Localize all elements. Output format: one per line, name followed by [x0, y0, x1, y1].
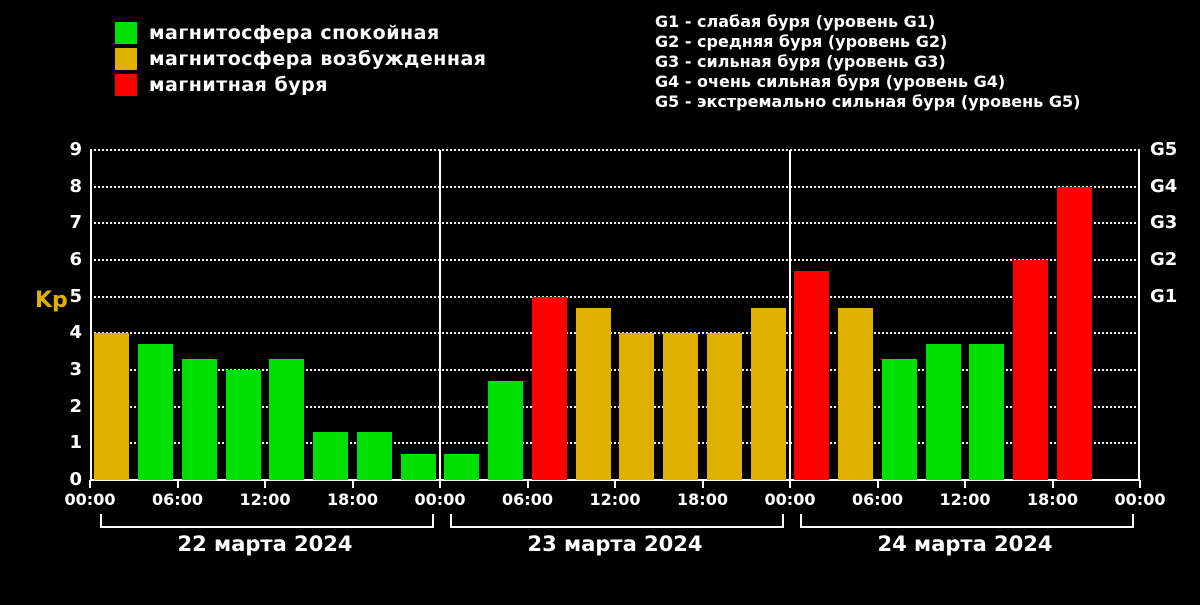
kp-bar [882, 359, 917, 480]
x-tick-label: 00:00 [65, 490, 116, 509]
legend-swatch-storm [115, 74, 137, 96]
x-tick-mark [1139, 480, 1141, 488]
kp-bar [357, 432, 392, 480]
kp-bar [313, 432, 348, 480]
x-tick-label: 06:00 [502, 490, 553, 509]
g-scale-label: G4 [1150, 176, 1177, 197]
y-tick-label: 6 [52, 249, 82, 270]
legend-g-item: G3 - сильная буря (уровень G3) [655, 52, 1080, 72]
y-tick-label: 8 [52, 176, 82, 197]
gridline [90, 186, 1140, 188]
g-scale-label: G5 [1150, 139, 1177, 160]
x-tick-mark [352, 480, 354, 488]
plot-border-left [90, 150, 92, 480]
kp-bar [401, 454, 436, 480]
kp-bar [138, 344, 173, 480]
x-tick-mark [527, 480, 529, 488]
x-tick-label: 12:00 [940, 490, 991, 509]
x-tick-label: 18:00 [327, 490, 378, 509]
kp-bar [751, 308, 786, 480]
legend-g-item: G1 - слабая буря (уровень G1) [655, 12, 1080, 32]
x-tick-label: 18:00 [1027, 490, 1078, 509]
x-tick-mark [439, 480, 441, 488]
gridline [90, 149, 1140, 151]
kp-bar [663, 333, 698, 480]
x-tick-label: 00:00 [415, 490, 466, 509]
y-tick-label: 3 [52, 359, 82, 380]
g-scale-label: G2 [1150, 249, 1177, 270]
gridline [90, 296, 1140, 298]
day-separator [439, 150, 441, 480]
x-tick-mark [964, 480, 966, 488]
y-tick-label: 9 [52, 139, 82, 160]
kp-bar [226, 370, 261, 480]
x-tick-mark [177, 480, 179, 488]
x-tick-mark [89, 480, 91, 488]
kp-bar [576, 308, 611, 480]
kp-bar [532, 297, 567, 480]
kp-bar [94, 333, 129, 480]
x-tick-label: 12:00 [590, 490, 641, 509]
date-label: 22 марта 2024 [177, 532, 352, 556]
legend-g-item: G4 - очень сильная буря (уровень G4) [655, 72, 1080, 92]
x-tick-mark [789, 480, 791, 488]
x-tick-label: 00:00 [765, 490, 816, 509]
kp-bar [969, 344, 1004, 480]
date-bracket [450, 514, 784, 528]
legend-g-scale: G1 - слабая буря (уровень G1) G2 - средн… [655, 12, 1080, 112]
kp-bar [269, 359, 304, 480]
legend-row: магнитная буря [115, 74, 487, 96]
kp-bar [926, 344, 961, 480]
x-tick-label: 06:00 [152, 490, 203, 509]
g-scale-label: G3 [1150, 212, 1177, 233]
legend-row: магнитосфера спокойная [115, 22, 487, 44]
legend-g-item: G2 - средняя буря (уровень G2) [655, 32, 1080, 52]
y-tick-label: 1 [52, 432, 82, 453]
x-tick-label: 06:00 [852, 490, 903, 509]
date-bracket [800, 514, 1134, 528]
gridline [90, 332, 1140, 334]
g-scale-label: G1 [1150, 286, 1177, 307]
y-tick-label: 2 [52, 396, 82, 417]
chart-plot-area [90, 150, 1140, 480]
y-tick-label: 0 [52, 469, 82, 490]
kp-bar [1057, 187, 1092, 480]
x-tick-label: 18:00 [677, 490, 728, 509]
legend-label: магнитосфера спокойная [149, 22, 440, 44]
x-tick-mark [264, 480, 266, 488]
legend-label: магнитосфера возбужденная [149, 48, 487, 70]
y-tick-label: 7 [52, 212, 82, 233]
x-tick-mark [1052, 480, 1054, 488]
gridline [90, 222, 1140, 224]
y-tick-label: 5 [52, 286, 82, 307]
legend-g-item: G5 - экстремально сильная буря (уровень … [655, 92, 1080, 112]
date-label: 24 марта 2024 [877, 532, 1052, 556]
day-separator [789, 150, 791, 480]
date-label: 23 марта 2024 [527, 532, 702, 556]
x-tick-label: 00:00 [1115, 490, 1166, 509]
kp-bar [619, 333, 654, 480]
legend-row: магнитосфера возбужденная [115, 48, 487, 70]
kp-bar [838, 308, 873, 480]
y-tick-label: 4 [52, 322, 82, 343]
date-bracket [100, 514, 434, 528]
x-tick-mark [702, 480, 704, 488]
legend-swatch-agitated [115, 48, 137, 70]
kp-bar [182, 359, 217, 480]
kp-bar [1013, 260, 1048, 480]
x-tick-label: 12:00 [240, 490, 291, 509]
legend-label: магнитная буря [149, 74, 328, 96]
legend-swatch-quiet [115, 22, 137, 44]
gridline [90, 259, 1140, 261]
kp-bar [794, 271, 829, 480]
legend-colors: магнитосфера спокойная магнитосфера возб… [115, 22, 487, 100]
x-tick-mark [877, 480, 879, 488]
kp-bar [488, 381, 523, 480]
plot-border-right [1138, 150, 1140, 480]
kp-bar [707, 333, 742, 480]
x-tick-mark [614, 480, 616, 488]
kp-bar [444, 454, 479, 480]
